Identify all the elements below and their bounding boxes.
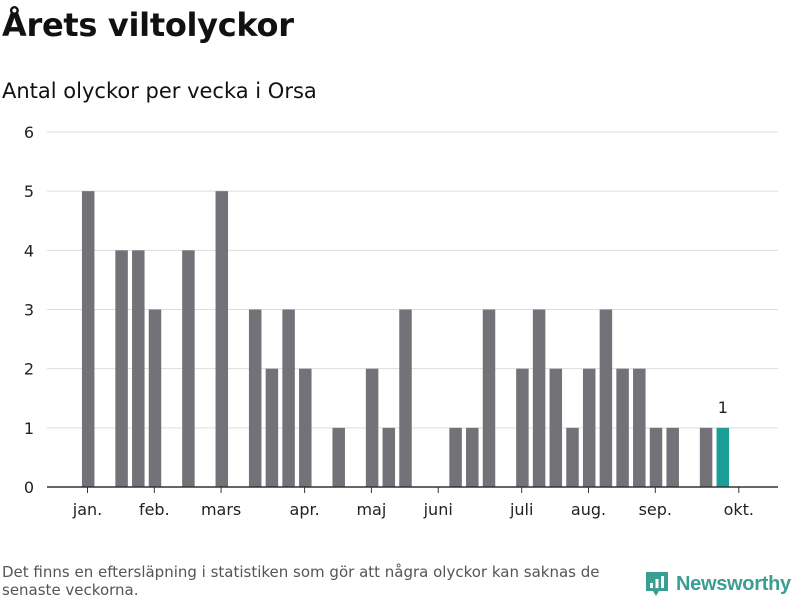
y-tick-label: 1 — [24, 419, 34, 438]
bar — [516, 368, 529, 487]
bar — [699, 427, 713, 487]
bar — [265, 368, 279, 487]
x-axis: jan. feb. mars apr. maj juni juli aug. sep. okt. — [47, 486, 778, 519]
x-tick-label: juli — [509, 500, 533, 519]
bar — [182, 250, 195, 487]
y-tick-label: 0 — [24, 478, 34, 497]
x-tick-label: sep. — [639, 500, 672, 519]
bar — [148, 309, 162, 487]
bar-highlight — [716, 427, 730, 487]
bar — [633, 368, 646, 487]
bar — [115, 250, 128, 487]
bar — [449, 427, 462, 487]
weekly-accidents-bar-chart: 0 1 2 3 4 5 6 1 jan. feb. mars apr. maj juni juli aug… — [24, 123, 778, 519]
bar — [616, 368, 629, 487]
bar — [215, 191, 229, 487]
gridlines — [47, 131, 778, 429]
x-tick-label: feb. — [139, 500, 170, 519]
x-tick-label: aug. — [571, 500, 606, 519]
y-tick-label: 6 — [24, 123, 34, 142]
bar — [399, 309, 412, 487]
bar — [582, 368, 596, 487]
x-tick-label: jan. — [72, 500, 102, 519]
bar — [532, 309, 546, 487]
bar — [248, 309, 262, 487]
bar — [365, 368, 379, 487]
y-tick-label: 5 — [24, 182, 34, 201]
x-tick-label: mars — [201, 500, 241, 519]
bar-data-label: 1 — [718, 398, 728, 417]
bar — [132, 250, 145, 487]
bar — [549, 368, 563, 487]
x-tick-label: maj — [356, 500, 386, 519]
bar — [282, 309, 295, 487]
bar — [382, 427, 396, 487]
bar — [566, 427, 579, 487]
newsworthy-logo-icon — [646, 572, 668, 596]
chart-title: Årets viltolyckor — [2, 6, 294, 44]
bars: 1 — [81, 191, 730, 487]
bar — [482, 309, 496, 487]
bar — [332, 427, 345, 487]
chart-subtitle: Antal olyckor per vecka i Orsa — [2, 79, 317, 103]
newsworthy-logo[interactable]: Newsworthy — [644, 569, 791, 599]
y-axis-ticks: 0 1 2 3 4 5 6 — [24, 123, 34, 497]
bar — [649, 427, 663, 487]
y-tick-label: 3 — [24, 301, 34, 320]
x-tick-label: okt. — [724, 500, 754, 519]
newsworthy-logo-text: Newsworthy — [676, 572, 791, 595]
bar — [599, 309, 613, 487]
y-tick-label: 4 — [24, 241, 34, 260]
x-tick-label: juni — [423, 500, 453, 519]
footnote: Det finns en eftersläpning i statistiken… — [2, 563, 600, 599]
bar — [81, 191, 95, 487]
x-tick-label: apr. — [290, 500, 320, 519]
y-tick-label: 2 — [24, 360, 34, 379]
bar — [299, 368, 312, 487]
bar — [666, 427, 679, 487]
bar — [466, 427, 479, 487]
